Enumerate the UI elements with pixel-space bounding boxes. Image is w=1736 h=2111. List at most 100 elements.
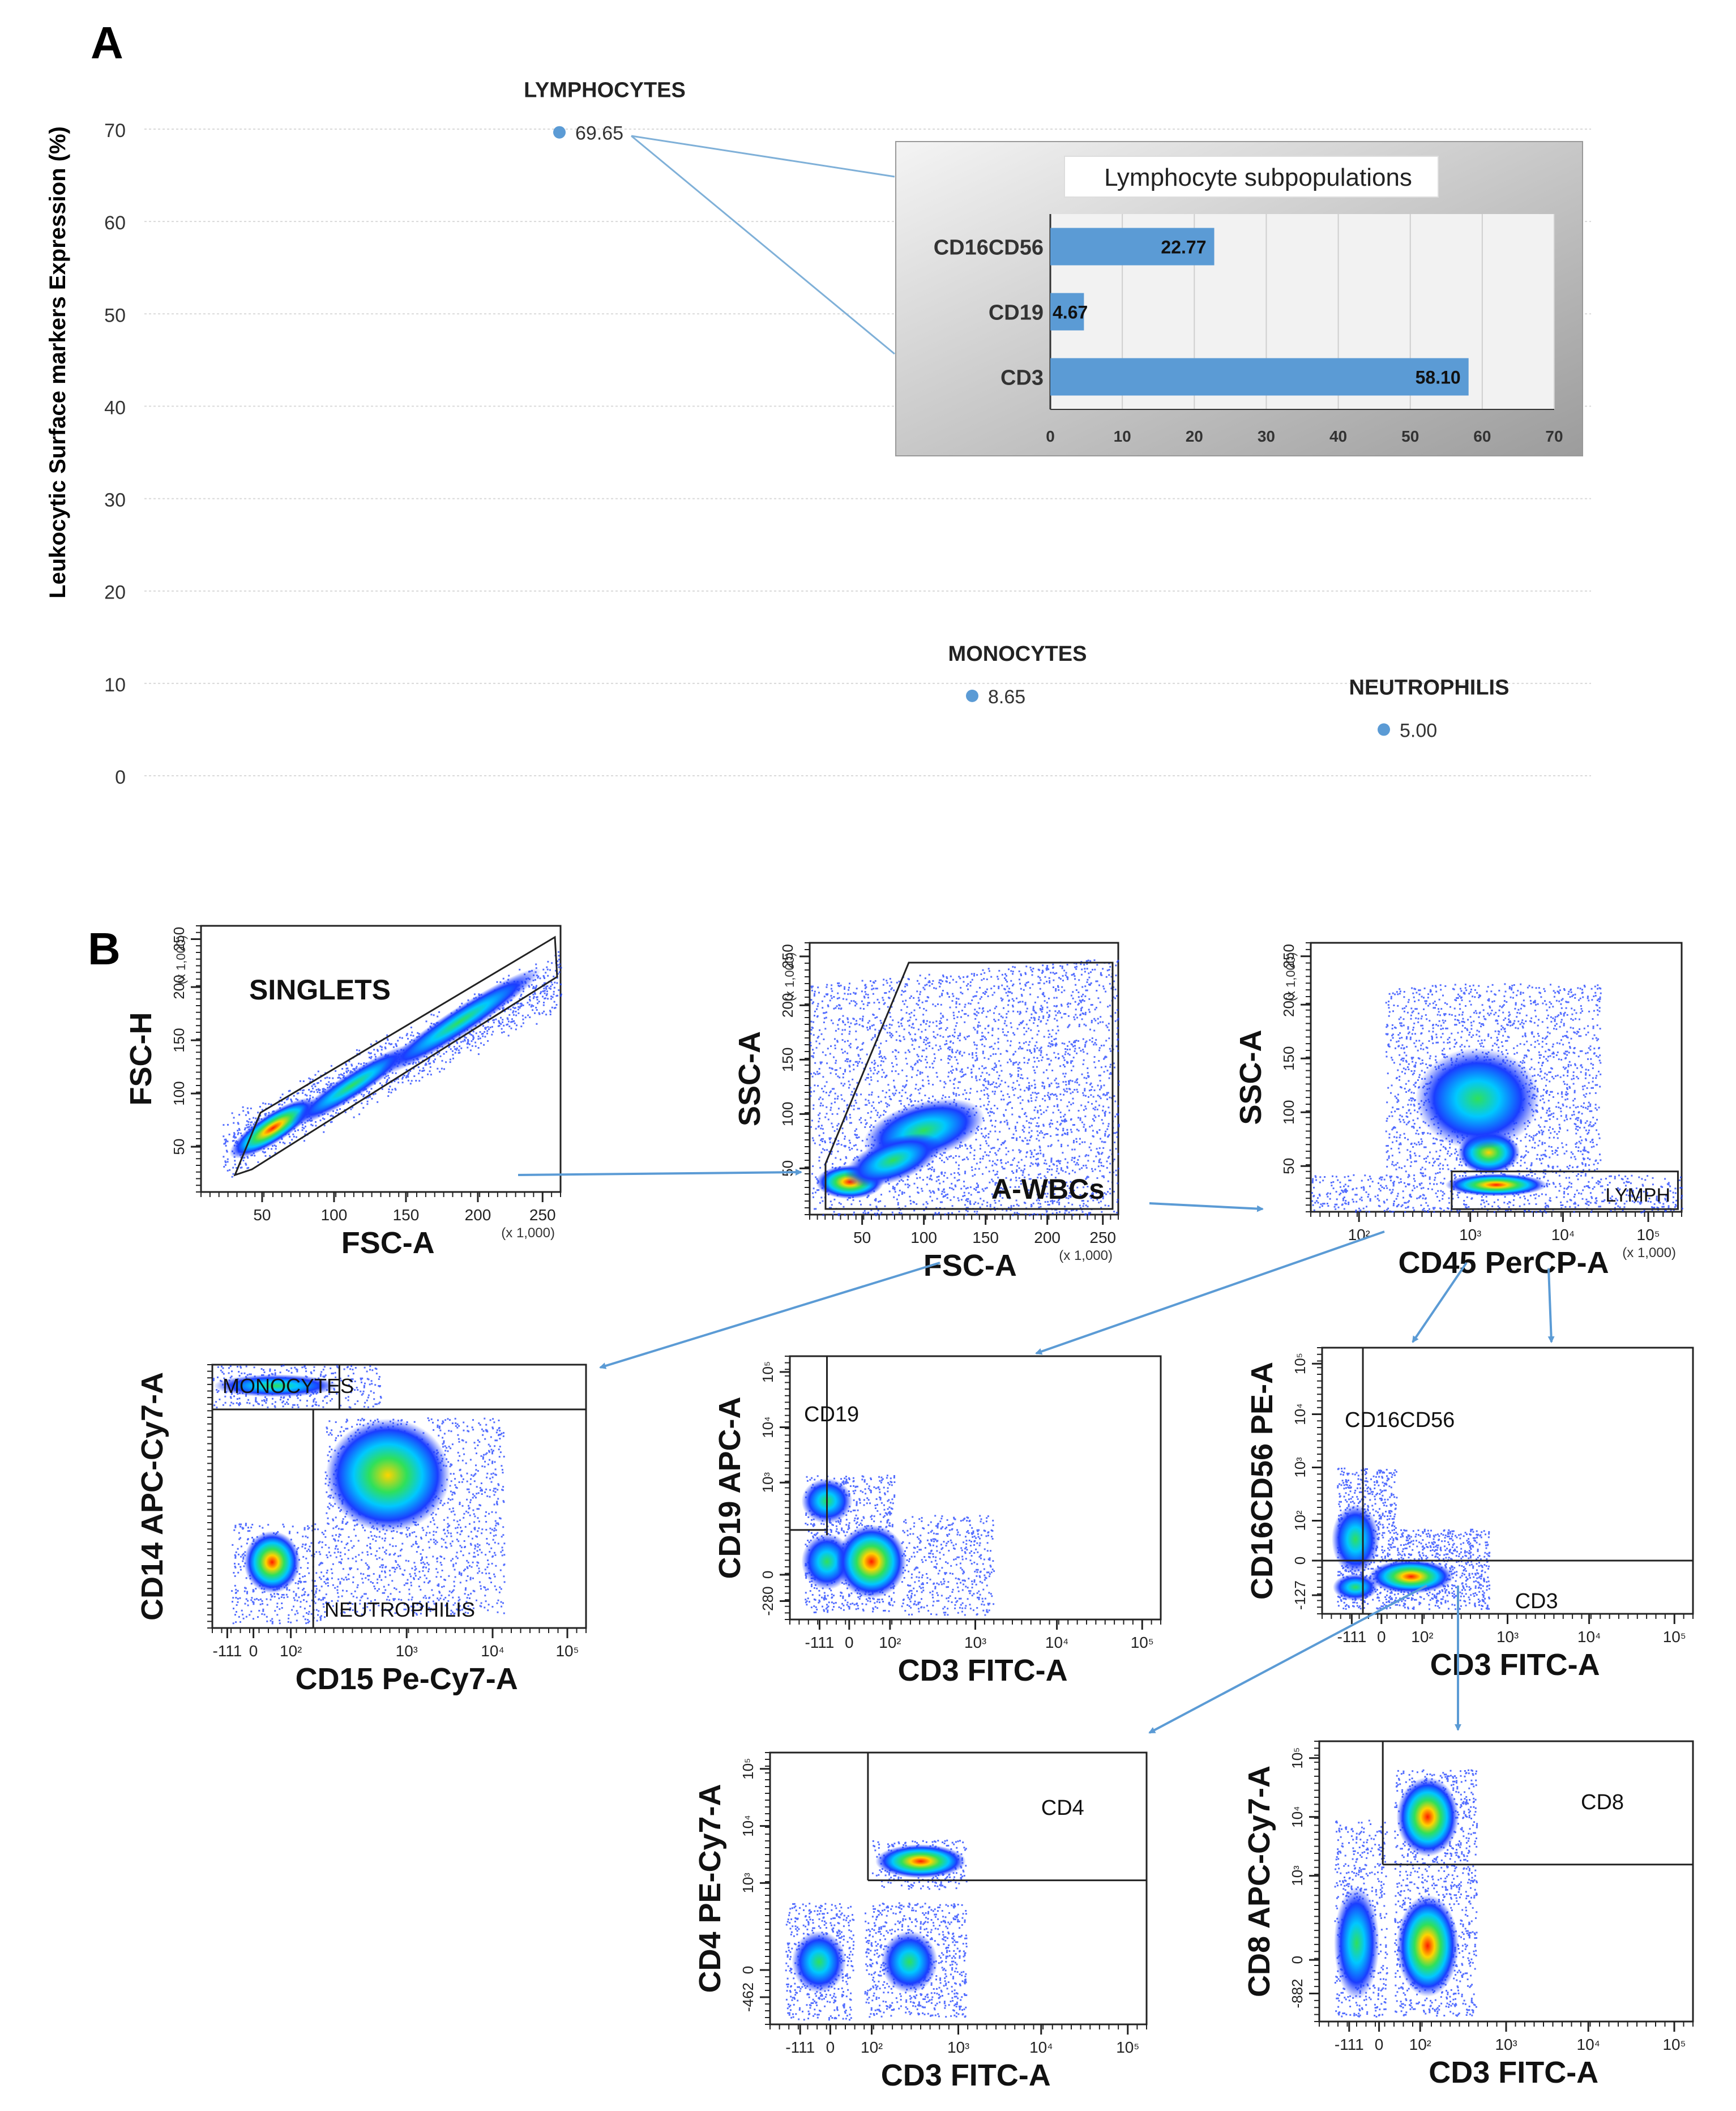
wbc-x-ticks: 50 100 150 200 250 bbox=[809, 1215, 1119, 1246]
wbc-x-tick-label: 100 bbox=[910, 1229, 937, 1246]
inset-x-tick-label: 50 bbox=[1401, 428, 1419, 445]
cd16-y-tick-label: 10² bbox=[1292, 1510, 1309, 1531]
cd14-x-tick-label: 10⁵ bbox=[555, 1642, 579, 1660]
wbc-gate-polygon bbox=[824, 962, 1114, 1210]
cd8-x-tick-label: 10⁵ bbox=[1662, 2036, 1686, 2053]
cd4-y-tick-label: 0 bbox=[739, 1966, 756, 1974]
scatter-y-tick-label: 0 bbox=[115, 767, 126, 788]
lymph-y-ticks: 50 100 150 200 250 bbox=[1280, 942, 1311, 1212]
cd16-y-axis-label: CD16CD56 PE-A bbox=[1245, 1362, 1279, 1600]
cd14-x-ticks: -111 0 10² 10³ 10⁴ 10⁵ bbox=[212, 1628, 587, 1660]
cd19-x-tick-label: 10³ bbox=[964, 1634, 986, 1651]
cd14-gate-top-label: MONOCYTES bbox=[223, 1374, 354, 1398]
cd4-x-tick-label: 10⁵ bbox=[1116, 2039, 1139, 2056]
cd16-y-tick-label: 10⁵ bbox=[1292, 1353, 1309, 1374]
cd8-y-tick-label: 10³ bbox=[1289, 1865, 1306, 1886]
cd8-y-tick-label: -882 bbox=[1289, 1978, 1306, 2008]
singlets-tail-population-density bbox=[290, 1044, 414, 1127]
singlets-y-tick-label: 150 bbox=[170, 1028, 187, 1052]
singlets-y-tick-label: 100 bbox=[170, 1081, 187, 1105]
wbc-x-scale-note: (x 1,000) bbox=[1059, 1248, 1113, 1263]
cd16-dn-population-density bbox=[1332, 1574, 1378, 1601]
cd14-x-tick-label: 10⁴ bbox=[481, 1642, 504, 1660]
cd16-y-ticks: -127 0 10² 10³ 10⁴ 10⁵ bbox=[1292, 1347, 1322, 1614]
cd19-t-population-density bbox=[836, 1524, 907, 1599]
cd16-nk-population-density bbox=[1331, 1504, 1379, 1575]
cd14-mono-population-density bbox=[213, 1374, 339, 1398]
singlets-x-tick-label: 200 bbox=[465, 1206, 491, 1224]
wbc-y-tick-label: 100 bbox=[779, 1102, 796, 1126]
scatter-category-label: MONOCYTES bbox=[948, 642, 1087, 666]
cd16-y-tick-label: 0 bbox=[1292, 1557, 1309, 1565]
cd4-pos-population-density bbox=[875, 1844, 966, 1878]
cd4-x-tick-label: -111 bbox=[785, 2039, 815, 2056]
wbc-gate-label: A-WBCs bbox=[991, 1173, 1105, 1205]
lymph-x-scale-note: (x 1,000) bbox=[1622, 1245, 1676, 1260]
singlets-x-scale-note: (x 1,000) bbox=[501, 1225, 555, 1241]
gating-arrow bbox=[1148, 1584, 1427, 1734]
gating-arrow bbox=[1547, 1268, 1555, 1343]
cd4-dn-population-density bbox=[792, 1930, 846, 1993]
cd8-x-tick-label: 10³ bbox=[1495, 2036, 1517, 2053]
singlets-y-scale-note: (x 1,000) bbox=[174, 935, 188, 985]
panel-b-label: B bbox=[88, 924, 121, 974]
singlets-y-tick-label: 50 bbox=[170, 1139, 187, 1155]
cd8-x-tick-label: 0 bbox=[1375, 2036, 1384, 2053]
cd19-x-axis-label: CD3 FITC-A bbox=[898, 1653, 1068, 1687]
scatter-point-lymphocytes bbox=[553, 126, 566, 139]
flow-panel-wbc: A-WBCs 50 100 150 200 250 50 100 150 200 250 FSC-A S… bbox=[733, 942, 1120, 1283]
singlets-x-tick-label: 250 bbox=[529, 1206, 556, 1224]
inset-title: Lymphocyte subpopulations bbox=[1104, 164, 1412, 191]
flow-panel-cd19: CD19 -111 0 10² 10³ 10⁴ 10⁵ -280 0 10³ 10⁴ 10⁵ CD3 F… bbox=[713, 1355, 1162, 1687]
cd4-x-axis-label: CD3 FITC-A bbox=[881, 2058, 1051, 2092]
scatter-y-tick-label: 30 bbox=[104, 490, 126, 511]
cd19-x-tick-label: 0 bbox=[845, 1634, 854, 1651]
flow-cytometry-panels: SINGLETS 50 100 150 200 250 50 100 150 200 250 FSC-… bbox=[124, 925, 1694, 2092]
cd16-x-tick-label: 10⁵ bbox=[1663, 1628, 1686, 1646]
lymph-y-tick-label: 150 bbox=[1280, 1046, 1297, 1071]
scatter-y-ticks: 0 10 20 30 40 50 60 70 bbox=[104, 120, 126, 788]
wbc-mid-population-density bbox=[844, 1133, 942, 1187]
cd8-neg-t-population-density bbox=[1396, 1895, 1459, 1997]
wbc-dot-cloud bbox=[810, 959, 1120, 1216]
inset-x-tick-label: 30 bbox=[1258, 428, 1275, 445]
inset-value-label: 58.10 bbox=[1416, 367, 1461, 388]
scatter-y-axis-label: Leukocytic Surface markers Expression (%… bbox=[45, 126, 70, 599]
scatter-y-tick-label: 70 bbox=[104, 120, 126, 142]
wbc-x-tick-label: 200 bbox=[1034, 1229, 1061, 1246]
inset-x-tick-label: 40 bbox=[1329, 428, 1347, 445]
inset-x-ticks: 0 10 20 30 40 50 60 70 bbox=[1046, 428, 1563, 445]
wbc-y-ticks: 50 100 150 200 250 bbox=[779, 942, 810, 1215]
flow-panel-singlets: SINGLETS 50 100 150 200 250 50 100 150 200 250 FSC-… bbox=[124, 925, 562, 1260]
cd8-y-tick-label: 10⁴ bbox=[1289, 1806, 1306, 1827]
lymph-y-scale-note: (x 1,000) bbox=[1284, 952, 1298, 1002]
cd19-x-tick-label: 10² bbox=[879, 1634, 901, 1651]
inset-bar-cd3 bbox=[1050, 358, 1469, 396]
cd19-y-tick-label: -280 bbox=[759, 1586, 776, 1616]
scatter-category-label: LYMPHOCYTES bbox=[524, 79, 686, 102]
cd4-x-ticks: -111 0 10² 10³ 10⁴ 10⁵ bbox=[769, 2024, 1147, 2056]
cd16-x-tick-label: 10² bbox=[1411, 1628, 1433, 1646]
wbc-y-scale-note: (x 1,000) bbox=[783, 952, 797, 1002]
inset-x-tick-label: 20 bbox=[1186, 428, 1203, 445]
cd8-x-tick-label: 10² bbox=[1409, 2036, 1431, 2053]
cd4-x-tick-label: 10³ bbox=[947, 2039, 969, 2056]
wbc-x-tick-label: 250 bbox=[1089, 1229, 1116, 1246]
lymph-x-ticks: 10² 10³ 10⁴ 10⁵ bbox=[1310, 1212, 1682, 1243]
singlets-x-tick-label: 50 bbox=[253, 1206, 271, 1224]
cd19-y-tick-label: 10⁴ bbox=[759, 1416, 776, 1438]
wbc-y-tick-label: 200 bbox=[779, 993, 796, 1018]
cd8-plot-frame bbox=[1318, 1740, 1694, 2023]
wbc-x-tick-label: 150 bbox=[972, 1229, 999, 1246]
inset-title-box bbox=[1064, 156, 1439, 198]
lymph-x-tick-label: 10³ bbox=[1459, 1226, 1481, 1243]
cd19-x-ticks: -111 0 10² 10³ 10⁴ 10⁵ bbox=[789, 1619, 1161, 1651]
wbc-event-dots bbox=[810, 959, 1120, 1216]
cd8-y-axis-label: CD8 APC-Cy7-A bbox=[1242, 1766, 1276, 1997]
cd4-y-tick-label: 10³ bbox=[739, 1873, 756, 1893]
gating-arrow bbox=[1035, 1230, 1385, 1355]
singlets-y-tick-label: 200 bbox=[170, 975, 187, 999]
lymph-y-tick-label: 50 bbox=[1280, 1158, 1297, 1174]
inset-bar-cd19 bbox=[1050, 293, 1084, 331]
